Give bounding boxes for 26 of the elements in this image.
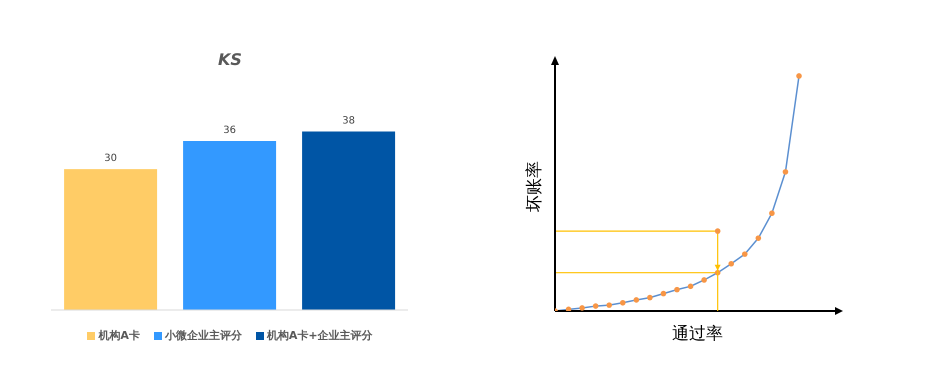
point xyxy=(728,260,734,267)
point xyxy=(634,297,640,303)
point xyxy=(742,251,748,257)
legend-label: 小微企业主评分 xyxy=(164,328,242,343)
point xyxy=(606,302,612,308)
point xyxy=(688,284,694,290)
point xyxy=(660,290,666,296)
y-axis-title: 坏账率 xyxy=(524,160,546,214)
point xyxy=(592,303,598,309)
x-axis-title: 通过率 xyxy=(671,323,724,345)
point xyxy=(566,306,572,311)
legend-label: 机构A卡+企业主评分 xyxy=(266,328,373,343)
chart-title: KS xyxy=(217,50,243,69)
data-label: 36 xyxy=(223,124,236,136)
point xyxy=(579,305,585,311)
point xyxy=(674,286,680,292)
data-label: 30 xyxy=(104,153,117,164)
point xyxy=(782,169,788,175)
point xyxy=(620,300,626,306)
point xyxy=(701,277,707,283)
legend-label: 机构A卡 xyxy=(97,328,140,343)
point xyxy=(769,210,775,216)
point xyxy=(756,235,762,241)
point xyxy=(796,73,802,79)
point xyxy=(647,294,653,300)
data-label: 38 xyxy=(342,116,355,127)
